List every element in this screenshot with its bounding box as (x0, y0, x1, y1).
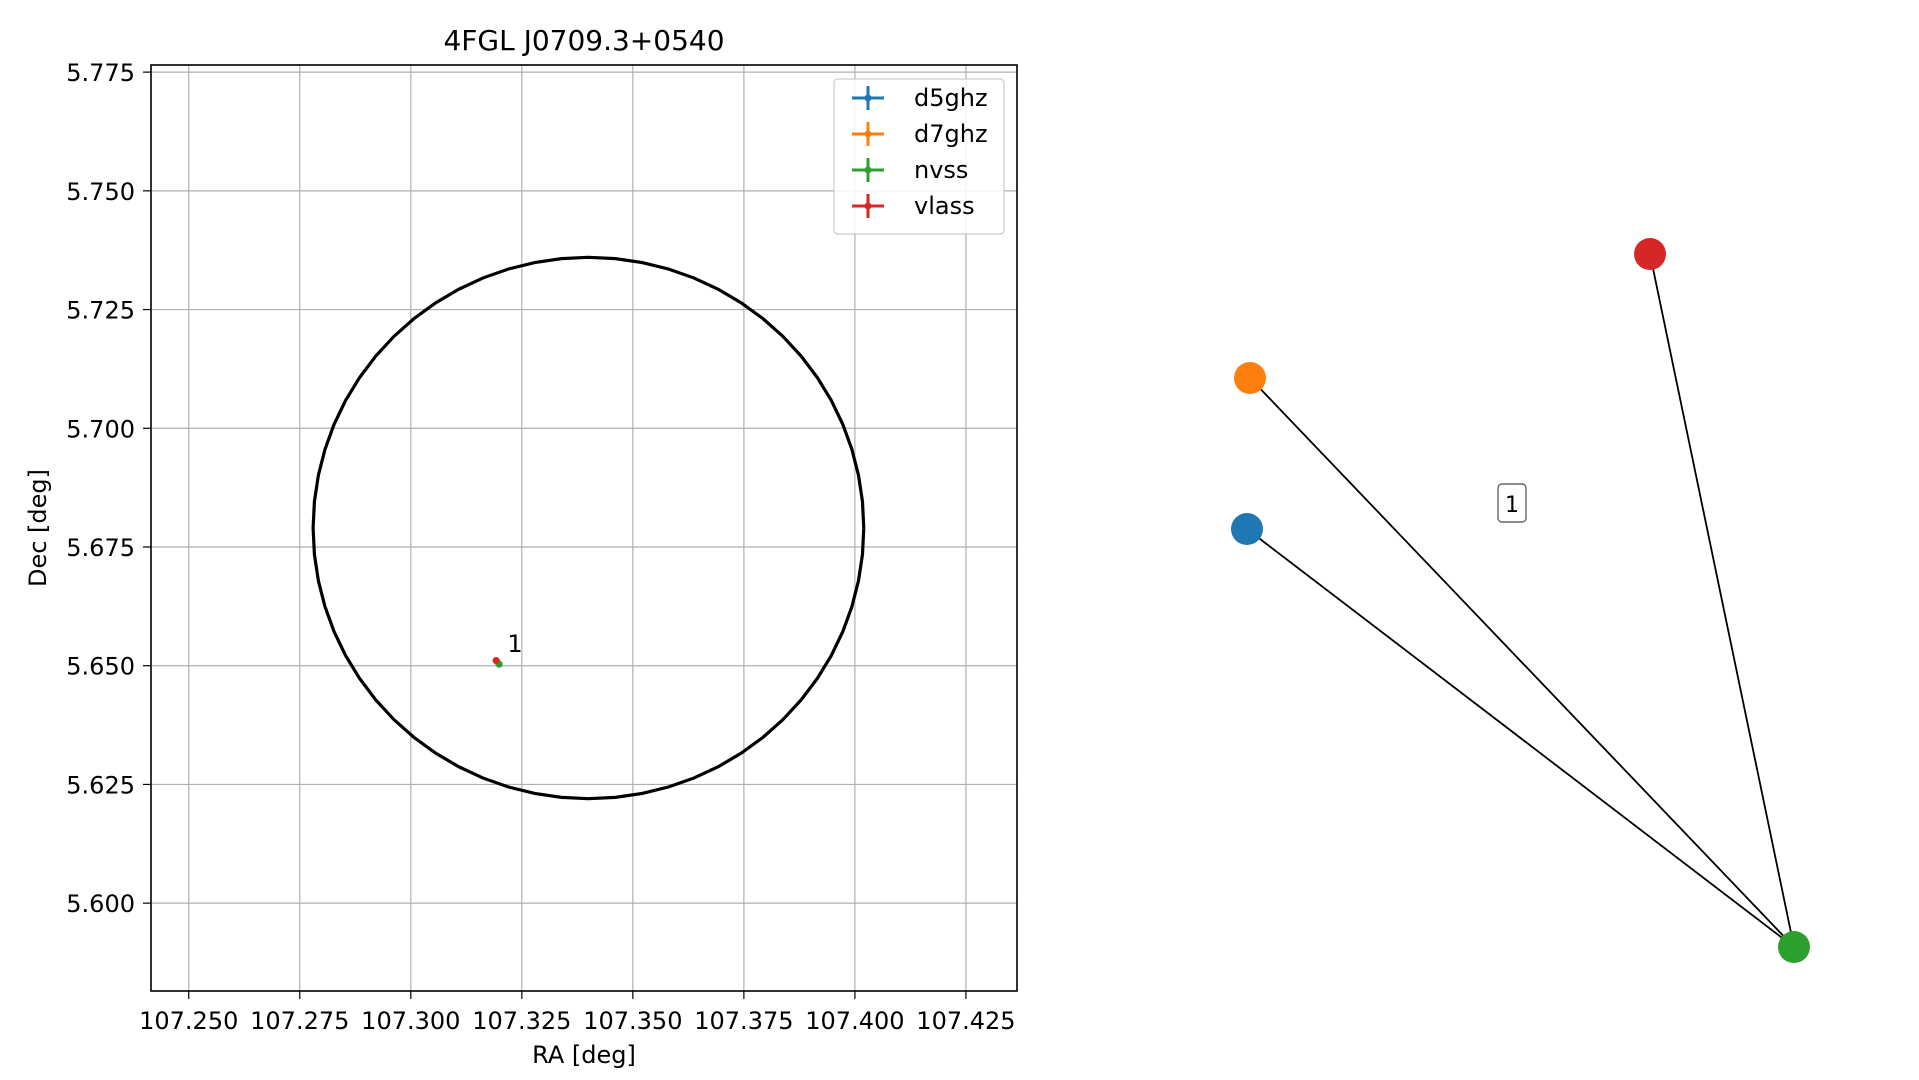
x-tick-label: 107.250 (139, 1007, 238, 1035)
x-tick-label: 107.300 (361, 1007, 460, 1035)
legend-entry-d5ghz: d5ghz (852, 84, 988, 112)
legend-box (833, 78, 1005, 235)
legend-entries: d5ghz d7ghz nvss vlass (852, 84, 988, 220)
edge-d5ghz-nvss (1246, 528, 1795, 948)
x-tick-label: 107.425 (916, 1007, 1015, 1035)
node-vlass (1634, 238, 1666, 270)
y-tick-label: 5.700 (66, 415, 135, 443)
y-ticks: 5.600 5.625 5.650 5.675 5.700 5.725 5.750 5.775 (66, 59, 151, 918)
network-graph: 1 (1231, 238, 1810, 963)
x-tick-label: 107.325 (472, 1007, 571, 1035)
network-label: 1 (1497, 483, 1527, 523)
legend-marker-dot (864, 94, 872, 102)
edge-d7ghz-nvss (1249, 377, 1795, 948)
x-tick-label: 107.400 (805, 1007, 904, 1035)
y-tick-label: 5.675 (66, 534, 135, 562)
x-tick-label: 107.275 (250, 1007, 349, 1035)
network-edges (1246, 253, 1795, 948)
y-axis-label: Dec [deg] (24, 469, 52, 587)
legend-label: nvss (914, 156, 968, 184)
x-tick-label: 107.350 (583, 1007, 682, 1035)
grid (151, 65, 1017, 991)
legend-entry-vlass: vlass (852, 192, 975, 220)
chart-title: 4FGL J0709.3+0540 (443, 24, 724, 57)
y-tick-label: 5.725 (66, 297, 135, 325)
y-tick-label: 5.775 (66, 59, 135, 87)
point-annotation: 1 (507, 630, 522, 658)
x-ticks: 107.250 107.275 107.300 107.325 107.350 107.3… (139, 991, 1016, 1035)
legend-marker-dot (864, 166, 872, 174)
legend-label: d5ghz (914, 84, 988, 112)
network-label-text: 1 (1505, 493, 1519, 518)
scatter-chart: 4FGL J0709.3+0540 1 107.250 107.275 107.30… (24, 24, 1018, 1069)
node-d7ghz (1234, 362, 1266, 394)
points-layer: 1 (492, 630, 523, 668)
y-tick-label: 5.625 (66, 771, 135, 799)
legend-marker-dot (864, 202, 872, 210)
node-nvss (1778, 931, 1810, 963)
y-tick-label: 5.650 (66, 653, 135, 681)
node-d5ghz (1231, 513, 1263, 545)
legend-entry-nvss: nvss (852, 156, 968, 184)
edge-vlass-nvss (1649, 253, 1795, 948)
network-label-box (1497, 483, 1527, 523)
x-tick-label: 107.375 (694, 1007, 793, 1035)
error-ellipse-layer (311, 255, 866, 801)
legend-marker-dot (864, 130, 872, 138)
x-axis-label: RA [deg] (532, 1041, 636, 1069)
network-nodes (1231, 238, 1810, 963)
legend-label: d7ghz (914, 120, 988, 148)
legend-label: vlass (914, 192, 975, 220)
plot-frame (150, 64, 1018, 992)
y-tick-label: 5.600 (66, 890, 135, 918)
legend: d5ghz d7ghz nvss vlass (833, 78, 1005, 235)
error-ellipse (311, 255, 866, 801)
point-vlass (492, 656, 500, 664)
legend-entry-d7ghz: d7ghz (852, 120, 988, 148)
y-tick-label: 5.750 (66, 178, 135, 206)
